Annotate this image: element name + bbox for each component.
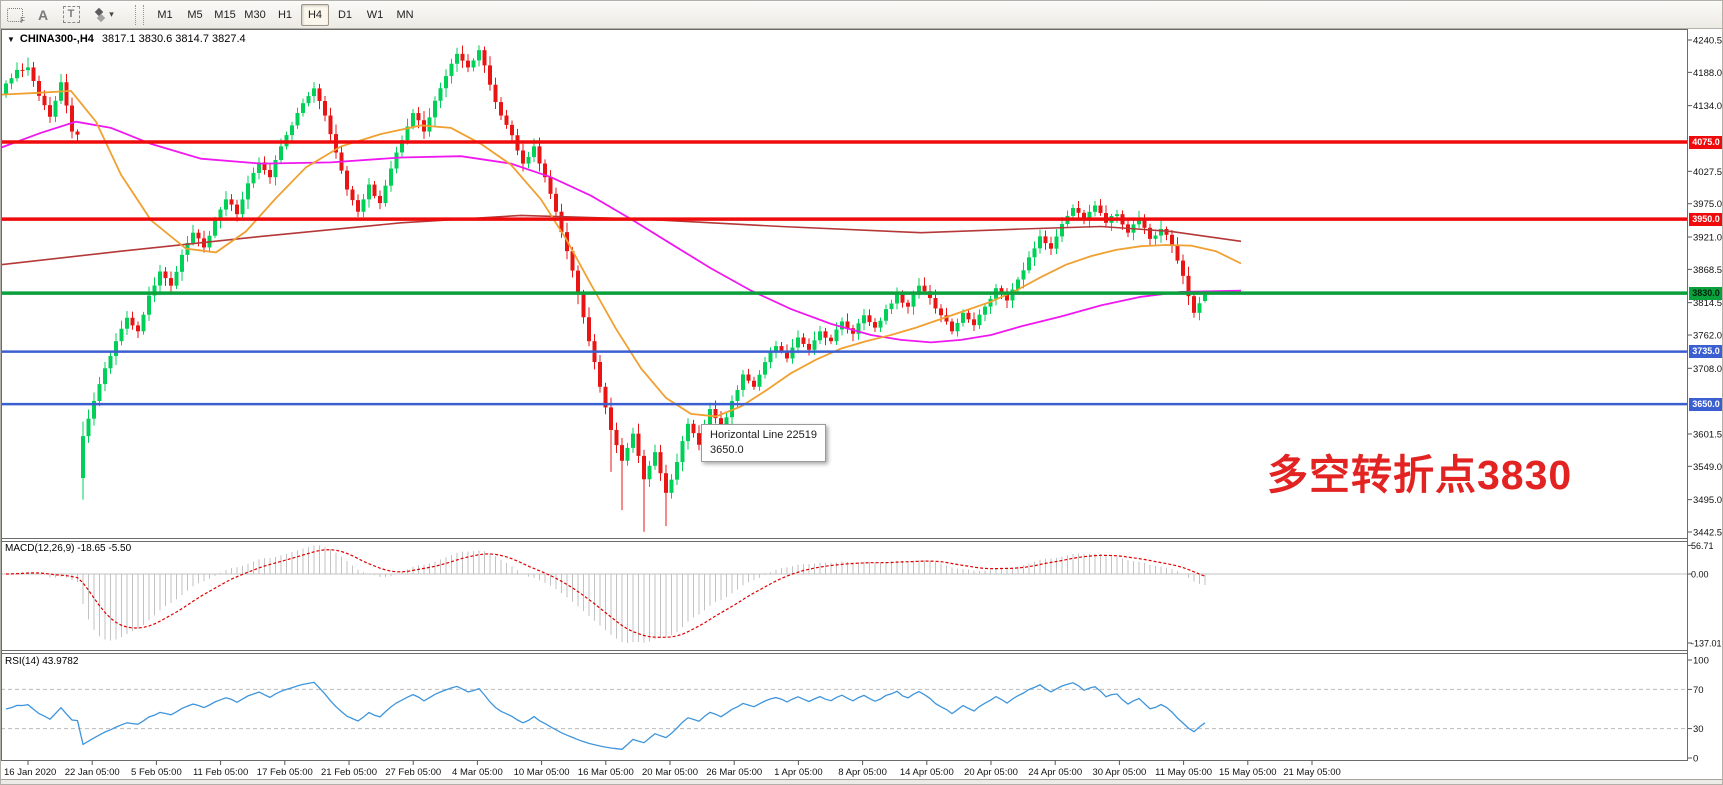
- y-axis-label: 3442.5: [1693, 527, 1722, 538]
- x-axis-label: 27 Feb 05:00: [385, 767, 441, 778]
- x-axis-label: 5 Feb 05:00: [131, 767, 182, 778]
- timeframe-m5[interactable]: M5: [187, 8, 203, 21]
- price-badge-3950.0: 3950.0: [1689, 213, 1722, 226]
- dropdown-caret-icon: ▾: [109, 9, 114, 19]
- collapse-icon[interactable]: ▼: [7, 35, 15, 44]
- timeframe-h4[interactable]: H4: [301, 3, 329, 26]
- arrow-tool-icon[interactable]: A: [37, 6, 49, 23]
- x-axis-label: 24 Apr 05:00: [1028, 767, 1082, 778]
- x-axis-label: 30 Apr 05:00: [1092, 767, 1146, 778]
- y-axis-label: 3975.0: [1693, 199, 1722, 210]
- diamond-light-icon: [96, 13, 106, 22]
- macd-axis-label: 0.00: [1691, 570, 1709, 580]
- chart-symbol: CHINA300-,H4: [19, 33, 94, 45]
- price-badge-3650.0: 3650.0: [1689, 398, 1722, 411]
- price-chart-canvas[interactable]: 4240.5 4188.0 4134.0 4027.5 3975.0 3921.0 3868…: [1, 29, 1723, 779]
- object-tooltip: Horizontal Line 22519 3650.0: [701, 424, 827, 462]
- ma-darkred-line: [1, 214, 1242, 266]
- y-axis-label: 3601.5: [1693, 429, 1722, 440]
- y-axis-label: 3549.0: [1693, 462, 1722, 473]
- x-axis-label: 4 Mar 05:00: [452, 767, 503, 778]
- x-axis-label: 16 Mar 05:00: [578, 767, 634, 778]
- ma-magenta-line: [1, 120, 1242, 344]
- y-axis-label: 3868.5: [1693, 265, 1722, 276]
- y-axis-label: 4240.5: [1693, 36, 1722, 47]
- price-badge-3830.0: 3830.0: [1689, 287, 1722, 300]
- chart-shift-icon[interactable]: F: [2, 4, 28, 26]
- timeframe-h1[interactable]: H1: [277, 8, 293, 21]
- x-axis-label: 20 Apr 05:00: [964, 767, 1018, 778]
- x-axis-label: 11 May 05:00: [1155, 767, 1212, 778]
- f-label: F: [20, 15, 25, 25]
- x-axis-label: 16 Jan 2020: [4, 767, 56, 778]
- rsi-axis-label: 0: [1693, 754, 1698, 765]
- text-box-icon: T: [62, 6, 80, 23]
- chart-text-annotation[interactable]: 多空转折点3830: [1267, 452, 1573, 498]
- price-badge-4075.0: 4075.0: [1689, 136, 1722, 149]
- text-tool-icon[interactable]: T: [58, 4, 84, 26]
- ma-orange-line: [1, 89, 1242, 418]
- timeframe-m1[interactable]: M1: [157, 8, 173, 21]
- rsi-axis-label: 100: [1693, 656, 1709, 667]
- arrange-objects-icon[interactable]: ▾: [86, 4, 124, 26]
- y-axis-label: 4134.0: [1693, 101, 1722, 112]
- rsi-indicator-label: RSI(14) 43.9782: [5, 656, 79, 667]
- y-axis-label: 3495.0: [1693, 495, 1722, 506]
- x-axis-label: 21 May 05:00: [1283, 767, 1341, 778]
- x-axis-label: 15 May 05:00: [1219, 767, 1277, 778]
- x-axis-label: 10 Mar 05:00: [514, 767, 570, 778]
- candles-layer: [4, 45, 1207, 532]
- timeframe-mn[interactable]: MN: [396, 8, 414, 21]
- chart-title: ▼ CHINA300-,H4 3817.1 3830.6 3814.7 3827.4: [7, 33, 246, 45]
- x-axis-label: 26 Mar 05:00: [706, 767, 762, 778]
- y-axis-label: 4027.5: [1693, 167, 1722, 178]
- timeframe-m15[interactable]: M15: [214, 8, 236, 21]
- macd-histogram: [11, 545, 1206, 643]
- timeframe-toolbar: M1 M5 M15 M30 H1 H4 D1 W1 MN: [150, 1, 420, 28]
- tooltip-line2: 3650.0: [710, 444, 744, 456]
- x-axis-label: 11 Feb 05:00: [193, 767, 248, 778]
- rsi-axis-label: 70: [1693, 685, 1704, 696]
- rsi-axis-label: 30: [1693, 724, 1704, 735]
- toolbar-icon-group: F A T ▾: [1, 1, 125, 28]
- toolbar: F A T ▾ M1 M5 M15 M30 H1 H4 D1 W1 MN: [1, 1, 1722, 29]
- y-axis-label: 4188.0: [1693, 68, 1722, 79]
- timeframe-d1[interactable]: D1: [337, 8, 353, 21]
- y-axis-label: 3921.0: [1693, 232, 1722, 243]
- x-axis-label: 1 Apr 05:00: [774, 767, 823, 778]
- y-axis-label: 3814.5: [1693, 298, 1722, 309]
- x-axis-label: 8 Apr 05:00: [838, 767, 887, 778]
- price-badge-3735.0: 3735.0: [1689, 345, 1722, 358]
- y-axis-label: 3762.0: [1693, 331, 1722, 342]
- macd-signal-line: [5, 549, 1206, 638]
- y-axis-label: 3708.0: [1693, 364, 1722, 375]
- dotted-box-icon: [7, 7, 23, 22]
- tooltip-line1: Horizontal Line 22519: [710, 429, 818, 441]
- macd-indicator-label: MACD(12,26,9) -18.65 -5.50: [5, 543, 132, 554]
- rsi-line: [5, 681, 1206, 750]
- macd-axis-label: 56.71: [1691, 541, 1714, 551]
- toolbar-drag-handle[interactable]: [135, 4, 144, 25]
- x-axis-label: 14 Apr 05:00: [900, 767, 954, 778]
- macd-axis-label: -137.01: [1691, 638, 1722, 648]
- x-axis-label: 21 Feb 05:00: [321, 767, 377, 778]
- x-axis-label: 22 Jan 05:00: [65, 767, 120, 778]
- timeframe-w1[interactable]: W1: [366, 8, 384, 21]
- timeframe-m30[interactable]: M30: [244, 8, 266, 21]
- x-axis-label: 17 Feb 05:00: [257, 767, 313, 778]
- chart-ohlc-values: 3817.1 3830.6 3814.7 3827.4: [101, 33, 246, 45]
- x-axis-label: 20 Mar 05:00: [642, 767, 698, 778]
- chart-area: 4240.5 4188.0 4134.0 4027.5 3975.0 3921.0 3868…: [1, 29, 1723, 779]
- window-bottom-strip: [1, 779, 1722, 784]
